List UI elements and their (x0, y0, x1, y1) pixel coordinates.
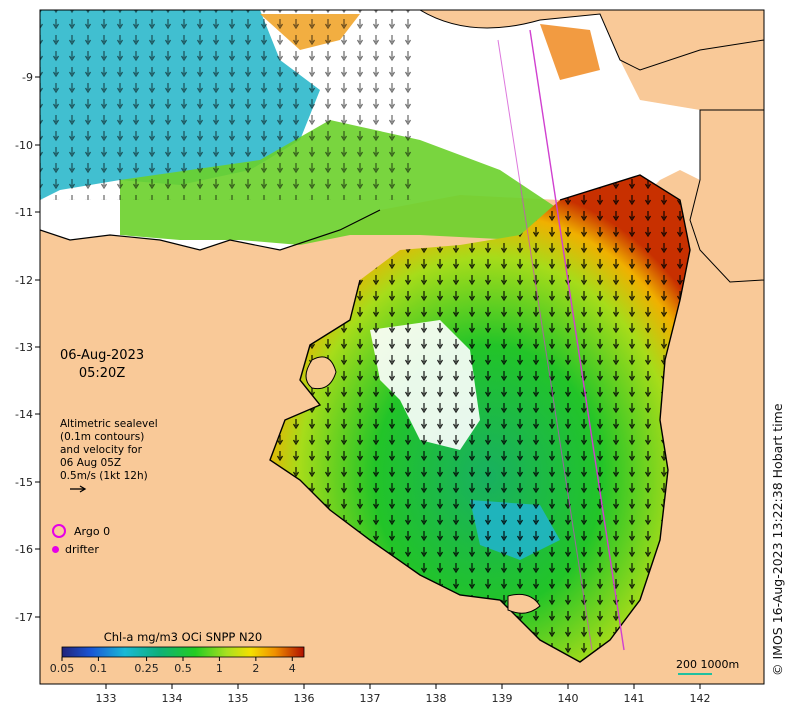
svg-text:-10: -10 (15, 139, 33, 152)
date-time-label: 06-Aug-2023 05:20Z (60, 347, 144, 383)
svg-text:141: 141 (624, 692, 645, 705)
svg-text:136: 136 (294, 692, 315, 705)
drifter-dot-icon (52, 546, 59, 553)
svg-text:-17: -17 (15, 611, 33, 624)
svg-text:-13: -13 (15, 341, 33, 354)
lat-tick--12: -12 (15, 274, 40, 287)
satellite-track-2 (497, 39, 593, 651)
svg-text:135: 135 (228, 692, 249, 705)
colorbar-tick-label: 0.5 (174, 662, 192, 675)
lat-tick--16: -16 (15, 543, 40, 556)
svg-text:140: 140 (558, 692, 579, 705)
new-guinea-land (419, 10, 764, 71)
cape-york-land (689, 109, 764, 283)
argo-label: Argo 0 (74, 524, 111, 538)
scale-bar-label: 200 1000m (676, 658, 740, 671)
lon-tick-142: 142 (690, 684, 711, 705)
satellite-track (529, 29, 625, 651)
legend-line: 0.5m/s (1kt 12h) (60, 470, 148, 482)
colorbar-tick-label: 0.05 (50, 662, 75, 675)
legend-line: Altimetric sealevel (60, 418, 158, 430)
argo-ring-icon (52, 524, 66, 538)
island-south (507, 593, 541, 614)
lat-tick--9: -9 (22, 71, 40, 84)
legend-line: 06 Aug 05Z (60, 457, 122, 469)
svg-text:133: 133 (96, 692, 117, 705)
north-coastline (40, 209, 381, 251)
svg-text:-9: -9 (22, 71, 33, 84)
lon-tick-141: 141 (624, 684, 645, 705)
colorbar-tick-label: 0.25 (134, 662, 159, 675)
lon-tick-135: 135 (228, 684, 249, 705)
lat-tick--15: -15 (15, 476, 40, 489)
colorbar-title: Chl-a mg/m3 OCi SNPP N20 (103, 630, 263, 644)
svg-text:138: 138 (426, 692, 447, 705)
time-label: 05:20Z (78, 366, 126, 381)
svg-text:-15: -15 (15, 476, 33, 489)
lon-tick-139: 139 (492, 684, 513, 705)
svg-text:-11: -11 (15, 206, 33, 219)
lon-tick-140: 140 (558, 684, 579, 705)
svg-text:-16: -16 (15, 543, 33, 556)
lat-tick--13: -13 (15, 341, 40, 354)
imos-credit: © IMOS 16-Aug-2023 13:22:38 Hobart time (770, 403, 785, 676)
legend-line: and velocity for (60, 444, 142, 456)
lon-tick-134: 134 (162, 684, 183, 705)
colorbar-tick-label: 4 (289, 662, 296, 675)
lat-axis: -9 -10 -11 -12 -13 -14 -15 -16 -17 (15, 71, 40, 624)
colorbar: 0.05 0.1 0.25 0.5 1 2 4 (50, 646, 305, 675)
colorbar-gradient (61, 646, 305, 658)
drifter-label: drifter (65, 543, 99, 556)
date-label: 06-Aug-2023 (60, 348, 145, 363)
argo-legend: Argo 0 (52, 524, 110, 538)
velocity-legend-text: Altimetric sealevel (0.1m contours) and … (60, 418, 158, 483)
svg-text:137: 137 (360, 692, 381, 705)
lon-axis: 133 134 135 136 137 138 139 140 141 142 (96, 684, 711, 705)
colorbar-tick-label: 1 (216, 662, 223, 675)
lat-tick--10: -10 (15, 139, 40, 152)
svg-text:142: 142 (690, 692, 711, 705)
lon-tick-133: 133 (96, 684, 117, 705)
lon-tick-136: 136 (294, 684, 315, 705)
lon-tick-138: 138 (426, 684, 447, 705)
island (305, 356, 337, 390)
legend-line: (0.1m contours) (60, 431, 145, 443)
lat-tick--11: -11 (15, 206, 40, 219)
svg-text:-14: -14 (15, 408, 33, 421)
svg-text:139: 139 (492, 692, 513, 705)
colorbar-tick-label: 2 (252, 662, 259, 675)
lat-tick--17: -17 (15, 611, 40, 624)
svg-text:-12: -12 (15, 274, 33, 287)
drifter-legend: drifter (52, 543, 99, 556)
lat-tick--14: -14 (15, 408, 40, 421)
gulf-coastline (269, 174, 691, 663)
lon-tick-137: 137 (360, 684, 381, 705)
colorbar-tick-label: 0.1 (90, 662, 108, 675)
colorbar-ticks: 0.05 0.1 0.25 0.5 1 2 4 (50, 657, 296, 675)
arafura-orange-ne (540, 24, 600, 80)
svg-text:134: 134 (162, 692, 183, 705)
velocity-arrow-legend (70, 485, 87, 493)
